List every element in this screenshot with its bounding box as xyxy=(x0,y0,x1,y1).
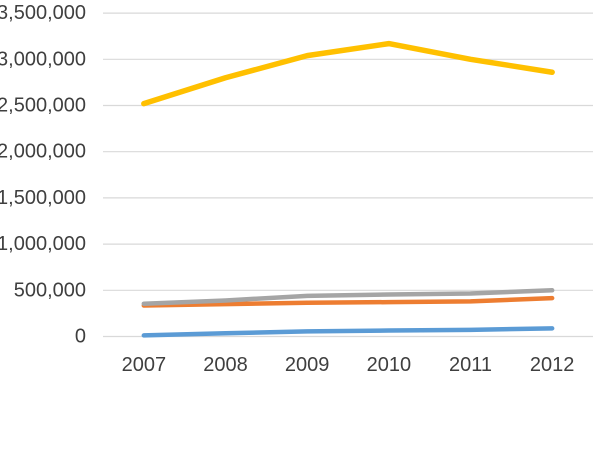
y-tick-label: 2,000,000 xyxy=(0,141,86,163)
y-tick-label: 3,000,000 xyxy=(0,48,86,70)
x-tick-label: 2007 xyxy=(122,354,167,376)
x-tick-label: 2008 xyxy=(203,354,248,376)
y-tick-label: 1,500,000 xyxy=(0,187,86,209)
x-tick-label: 2011 xyxy=(449,354,492,376)
plot-area: 0 500,000 1,000,000 1,500,000 2,000,000 2,500… xyxy=(0,2,593,376)
x-tick-label: 2010 xyxy=(367,354,412,376)
chart-legend: Buprenorphine-Naloxone Buprenorphine HCL… xyxy=(0,390,600,459)
x-tick-label: 2012 xyxy=(530,354,575,376)
series-line-methadone xyxy=(141,40,555,107)
y-tick-label: 500,000 xyxy=(14,279,86,301)
series-line-buprenorphine-naloxone xyxy=(141,326,555,338)
y-tick-label: 1,000,000 xyxy=(0,233,86,255)
y-tick-label: 2,500,000 xyxy=(0,95,86,117)
x-tick-label: 2009 xyxy=(285,354,330,376)
series-line-buprenorphine-all xyxy=(141,288,555,306)
y-tick-label: 0 xyxy=(75,326,86,348)
y-tick-label: 3,500,000 xyxy=(0,2,86,24)
series-line-buprenorphine-hcl xyxy=(141,295,555,308)
